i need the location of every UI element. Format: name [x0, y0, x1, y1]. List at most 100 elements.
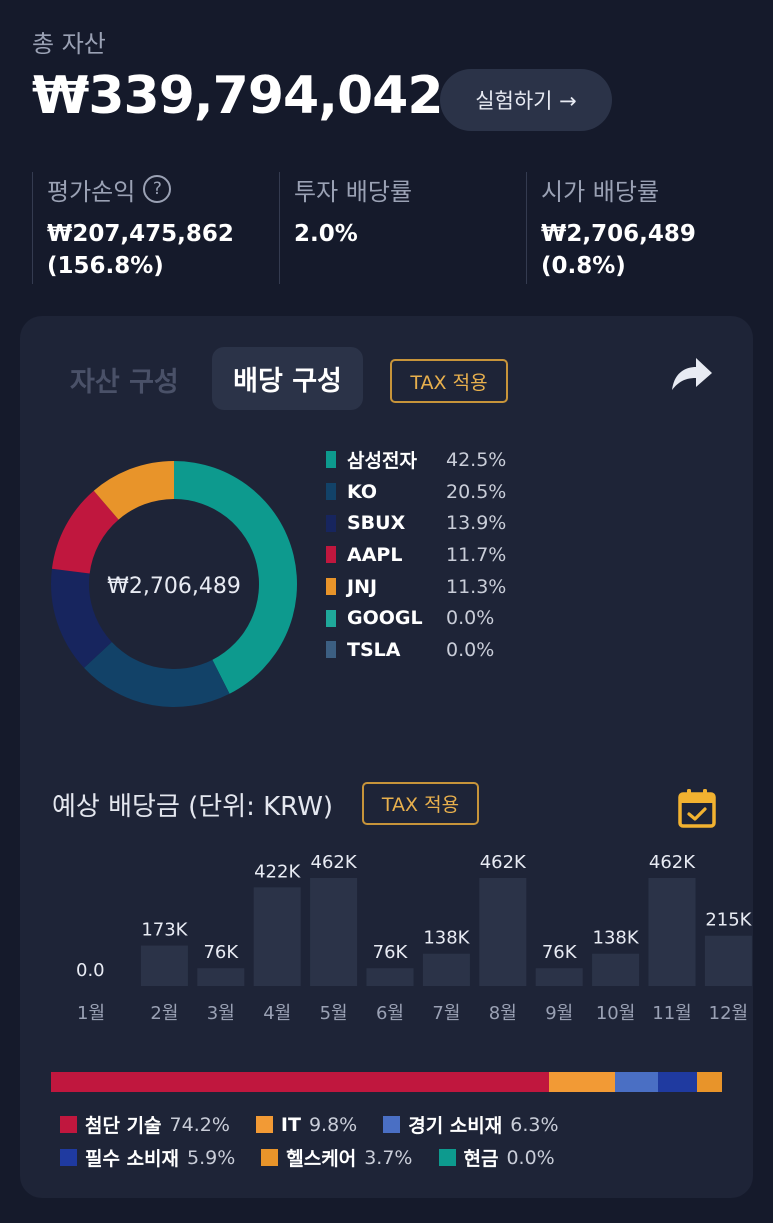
- sector-segment-경기 소비재: [615, 1072, 658, 1092]
- bar-value-label: 76K: [203, 942, 239, 963]
- legend-percent: 0.0%: [446, 638, 495, 661]
- sector-legend-row: 필수 소비재 5.9% 헬스케어 3.7% 현금 0.0%: [60, 1141, 740, 1174]
- sector-percent: 9.8%: [308, 1113, 358, 1136]
- donut-slice-KO: [84, 641, 230, 707]
- legend-item: TSLA 0.0%: [326, 634, 506, 666]
- total-assets-value: ₩339,794,042: [32, 66, 443, 126]
- tax-toggle-button-2[interactable]: TAX 적용: [362, 782, 479, 825]
- donut-slice-JNJ: [93, 461, 174, 520]
- sector-legend: 첨단 기술 74.2% IT 9.8% 경기 소비재 6.3% 필수 소비재 5.9% 헬스케어…: [60, 1108, 740, 1174]
- bar-6월: [366, 968, 414, 986]
- legend-name: KO: [347, 480, 378, 503]
- bar-12월: [704, 935, 752, 986]
- dividend-donut-chart: ₩2,706,489: [51, 461, 297, 707]
- sector-segment-헬스케어: [697, 1072, 722, 1092]
- stats-row: 평가손익 ? ₩207,475,862 (156.8%) 투자 배당률 2.0%…: [32, 172, 752, 284]
- sector-legend-item: 경기 소비재 6.3%: [383, 1111, 559, 1138]
- legend-item: AAPL 11.7%: [326, 539, 506, 571]
- share-arrow-icon[interactable]: [670, 354, 714, 394]
- bar-8월: [479, 878, 527, 986]
- sector-name: IT: [280, 1113, 301, 1136]
- x-tick-label: 9월: [545, 1003, 573, 1024]
- question-circle-icon[interactable]: ?: [143, 175, 172, 203]
- bar-value-label: 138K: [593, 928, 640, 949]
- bar-value-label: 462K: [311, 852, 358, 873]
- sector-legend-item: 첨단 기술 74.2%: [60, 1111, 230, 1138]
- legend-name: AAPL: [347, 543, 403, 566]
- sector-legend-item: 현금 0.0%: [438, 1144, 555, 1171]
- legend-percent: 42.5%: [446, 448, 507, 471]
- sector-percent: 74.2%: [169, 1113, 230, 1136]
- sector-swatch: [261, 1149, 279, 1166]
- legend-swatch: [326, 641, 336, 659]
- x-tick-label: 7월: [432, 1003, 460, 1024]
- bar-value-label: 462K: [480, 852, 527, 873]
- legend-name: TSLA: [347, 638, 401, 661]
- stat-value: ₩2,706,489 (0.8%): [541, 221, 696, 279]
- sector-legend-item: 필수 소비재 5.9%: [60, 1144, 235, 1171]
- sector-stacked-bar: [51, 1072, 722, 1092]
- donut-slice-SBUX: [51, 568, 112, 668]
- legend-item: SBUX 13.9%: [326, 507, 506, 539]
- bar-4월: [253, 887, 301, 986]
- sector-legend-item: IT 9.8%: [255, 1113, 358, 1136]
- stat-label: 평가손익: [47, 177, 136, 206]
- legend-percent: 13.9%: [446, 512, 507, 535]
- try-button[interactable]: 실험하기 →: [440, 69, 612, 131]
- bar-value-label: 76K: [542, 942, 578, 963]
- tax-toggle-button[interactable]: TAX 적용: [390, 359, 508, 403]
- legend-swatch: [326, 578, 336, 596]
- x-tick-label: 12월: [709, 1003, 748, 1024]
- tab-dividend-composition[interactable]: 배당 구성: [212, 347, 363, 410]
- bar-2월: [140, 945, 188, 986]
- legend-item: GOOGL 0.0%: [326, 602, 506, 634]
- stat-investment-yield: 투자 배당률 2.0%: [279, 172, 526, 284]
- bar-value-label: 0.0: [76, 960, 105, 981]
- x-tick-label: 8월: [489, 1003, 517, 1024]
- bar-5월: [310, 878, 358, 986]
- expected-dividend-title: 예상 배당금 (단위: KRW): [52, 792, 334, 822]
- sector-percent: 3.7%: [364, 1146, 413, 1169]
- bar-value-label: 173K: [141, 920, 188, 941]
- sector-name: 헬스케어: [286, 1148, 357, 1170]
- sector-name: 현금: [463, 1148, 499, 1170]
- bar-7월: [422, 953, 470, 986]
- sector-percent: 6.3%: [510, 1113, 559, 1136]
- x-tick-label: 4월: [263, 1003, 291, 1024]
- bar-10월: [592, 953, 640, 986]
- stat-unrealized-pl: 평가손익 ? ₩207,475,862 (156.8%): [32, 172, 279, 284]
- legend-swatch: [326, 546, 336, 564]
- sector-percent: 0.0%: [506, 1146, 555, 1169]
- sector-name: 필수 소비재: [85, 1148, 180, 1170]
- legend-item: KO 20.5%: [326, 476, 506, 508]
- sector-segment-필수 소비재: [657, 1072, 698, 1092]
- sector-name: 첨단 기술: [85, 1115, 162, 1137]
- bar-11월: [648, 878, 696, 986]
- sector-swatch: [60, 1149, 77, 1166]
- sector-swatch: [438, 1149, 456, 1166]
- sector-legend-item: 헬스케어 3.7%: [261, 1144, 413, 1171]
- legend-swatch: [326, 483, 336, 501]
- legend-name: GOOGL: [347, 607, 423, 630]
- stat-market-yield: 시가 배당률 ₩2,706,489 (0.8%): [526, 172, 773, 284]
- legend-name: SBUX: [347, 512, 406, 535]
- calendar-check-icon[interactable]: [678, 788, 716, 828]
- legend-item: JNJ 11.3%: [326, 571, 506, 603]
- donut-slice-AAPL: [51, 490, 119, 574]
- bar-value-label: 76K: [373, 942, 409, 963]
- bar-value-label: 215K: [705, 910, 752, 931]
- stat-value: 2.0%: [294, 221, 358, 247]
- tab-asset-composition[interactable]: 자산 구성: [70, 367, 179, 398]
- sector-name: 경기 소비재: [408, 1115, 503, 1137]
- legend-swatch: [326, 609, 336, 627]
- bar-value-label: 422K: [254, 861, 301, 882]
- x-tick-label: 5월: [320, 1003, 348, 1024]
- sector-swatch: [255, 1116, 273, 1133]
- sector-percent: 5.9%: [187, 1146, 236, 1169]
- x-tick-label: 1월: [77, 1003, 105, 1024]
- legend-swatch: [326, 514, 336, 532]
- donut-center-value: ₩2,706,489: [107, 574, 241, 599]
- legend-percent: 0.0%: [446, 607, 495, 630]
- bar-3월: [197, 968, 245, 986]
- legend-swatch: [326, 451, 336, 469]
